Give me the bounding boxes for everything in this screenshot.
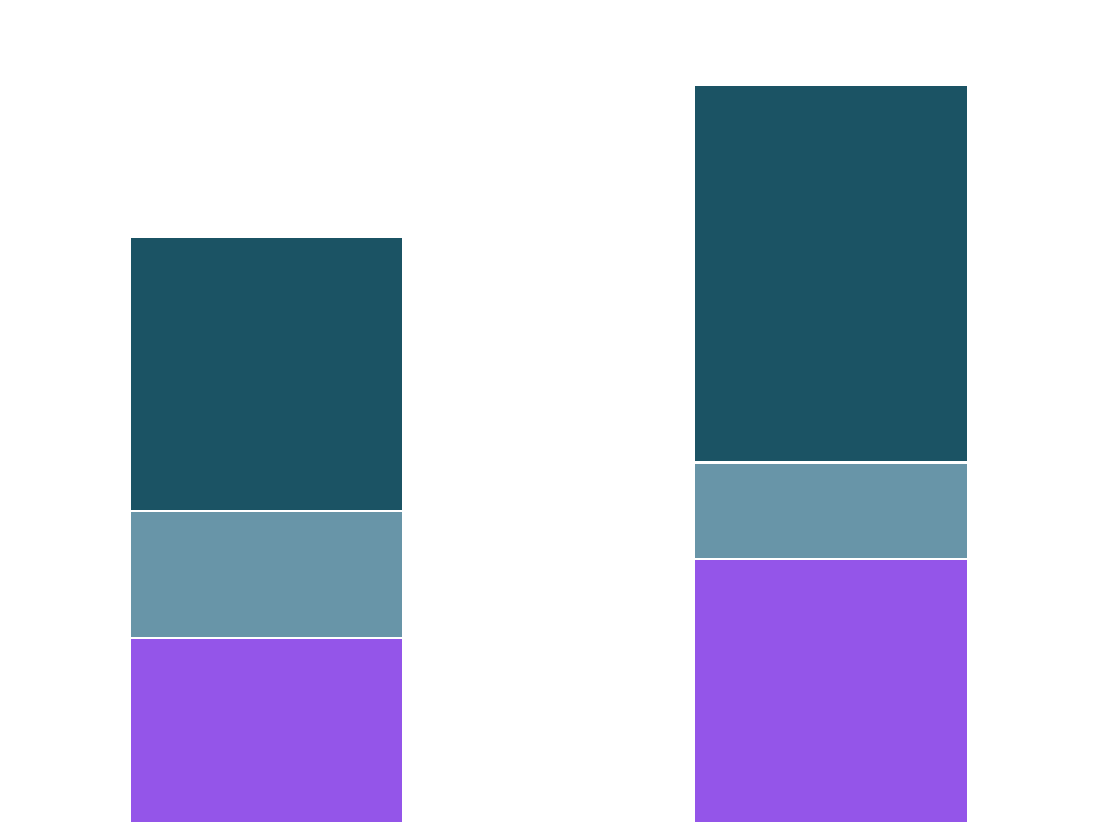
bar-segment-middle-segment-bar-2 [695,464,967,558]
bar-segment-middle-segment-bar-1 [131,512,402,637]
stacked-bar-bar-1 [131,0,402,822]
bar-segment-top-segment-bar-1 [131,238,402,510]
stacked-bar-bar-2 [695,0,967,822]
bar-segment-bottom-segment-bar-2 [695,560,967,822]
bar-segment-bottom-segment-bar-1 [131,639,402,822]
bar-segment-top-segment-bar-2 [695,86,967,461]
